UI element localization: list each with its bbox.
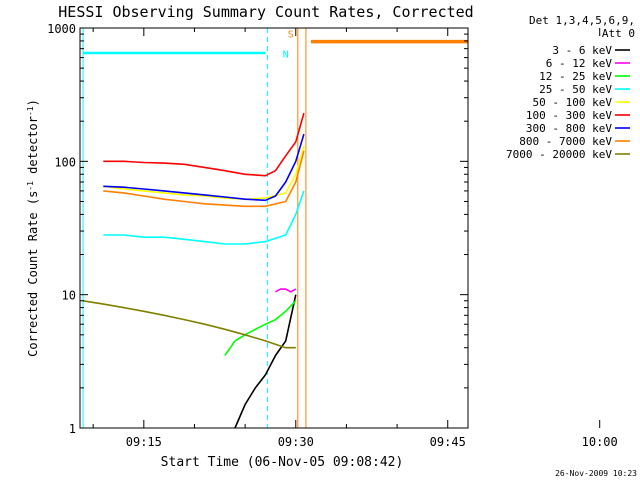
legend-label-6: 300 - 800 keV bbox=[526, 122, 612, 135]
series-layer bbox=[82, 112, 640, 428]
legend-label-7: 800 - 7000 keV bbox=[519, 135, 612, 148]
legend-label-3: 25 - 50 keV bbox=[539, 83, 612, 96]
y-axis-label: Corrected Count Rate (s-1 detector-1) bbox=[26, 99, 41, 357]
legend-label-8: 7000 - 20000 keV bbox=[506, 148, 612, 161]
legend-label-2: 12 - 25 keV bbox=[539, 70, 612, 83]
chart-title: HESSI Observing Summary Count Rates, Cor… bbox=[58, 3, 473, 21]
y-tick-label-1: 10 bbox=[62, 289, 76, 303]
axis-ticks: 09:1509:3009:4510:0010:1510:3010:4511010… bbox=[47, 22, 618, 449]
series-line-4-0 bbox=[103, 145, 305, 200]
series-line-0-0 bbox=[234, 294, 297, 428]
series-line-3-1 bbox=[610, 208, 640, 242]
x-tick-label-2: 09:45 bbox=[430, 435, 466, 449]
series-line-2-0 bbox=[224, 300, 297, 356]
flag-label-0: S bbox=[288, 29, 294, 40]
y-label-part-3: -1 bbox=[26, 106, 35, 116]
observing-flag-markers: SN bbox=[82, 28, 468, 428]
plot-date-stamp: 26-Nov-2009 10:23 bbox=[555, 469, 637, 478]
legend-label-5: 100 - 300 keV bbox=[526, 109, 612, 122]
y-tick-label-3: 1000 bbox=[47, 22, 76, 36]
series-line-8-0 bbox=[82, 300, 296, 349]
series-line-0-1 bbox=[610, 255, 640, 365]
series-line-2-1 bbox=[610, 271, 640, 301]
y-tick-label-2: 100 bbox=[54, 155, 76, 169]
series-line-1-1 bbox=[610, 275, 640, 289]
x-axis-label: Start Time (06-Nov-05 09:08:42) bbox=[161, 455, 404, 470]
legend-label-1: 6 - 12 keV bbox=[546, 57, 613, 70]
y-label-part-1: -1 bbox=[26, 181, 35, 191]
series-line-5-0 bbox=[103, 112, 305, 177]
series-line-5-1 bbox=[610, 132, 640, 167]
series-line-4-1 bbox=[610, 171, 640, 194]
y-tick-label-0: 1 bbox=[69, 422, 76, 436]
legend-header-0: Det 1,3,4,5,6,9, bbox=[529, 14, 635, 27]
y-label-part-2: detector bbox=[26, 116, 40, 181]
legend-header-1: Att 0 bbox=[602, 27, 635, 40]
series-line-6-0 bbox=[103, 133, 305, 202]
x-tick-label-1: 09:30 bbox=[278, 435, 314, 449]
series-line-8-1 bbox=[610, 298, 640, 365]
flag-label-1: N bbox=[283, 50, 289, 61]
legend-label-4: 50 - 100 keV bbox=[533, 96, 613, 109]
series-line-3-0 bbox=[103, 190, 305, 245]
series-line-7-1 bbox=[610, 156, 640, 188]
y-label-part-4: ) bbox=[26, 99, 40, 106]
x-tick-label-3: 10:00 bbox=[582, 435, 618, 449]
y-label-part-0: Corrected Count Rate (s bbox=[26, 191, 40, 357]
series-line-7-0 bbox=[103, 150, 305, 208]
x-tick-label-0: 09:15 bbox=[126, 435, 162, 449]
legend-label-0: 3 - 6 keV bbox=[552, 44, 612, 57]
plot-frame bbox=[79, 27, 469, 429]
series-line-1-0 bbox=[275, 288, 297, 293]
